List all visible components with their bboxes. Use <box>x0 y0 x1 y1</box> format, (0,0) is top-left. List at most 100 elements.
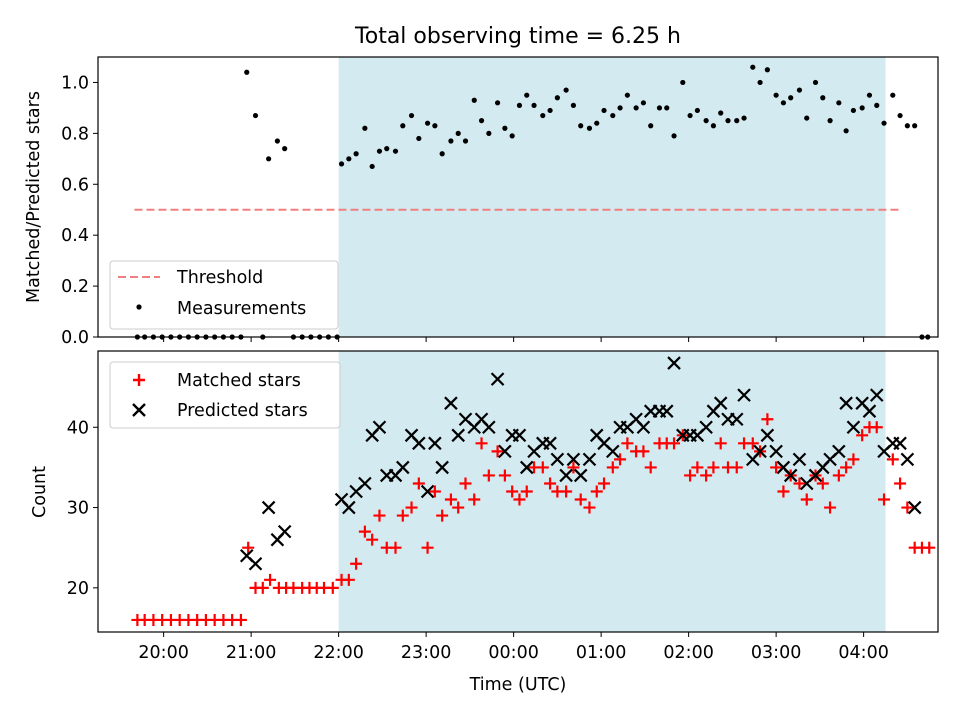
measurement-point <box>432 123 438 129</box>
measurement-point <box>455 130 461 136</box>
measurement-point <box>516 102 523 108</box>
measurement-point <box>362 125 368 131</box>
predicted-star-point <box>428 436 442 451</box>
predicted-star-point <box>769 444 783 459</box>
measurement-point <box>750 64 756 70</box>
measurement-point <box>502 125 508 131</box>
matched-star-point <box>621 437 634 450</box>
top-plot-frame <box>97 56 939 338</box>
matched-star-point <box>342 573 355 586</box>
matched-star-point <box>421 541 434 554</box>
matched-star-point <box>358 525 371 538</box>
legend-threshold-label: Threshold <box>176 268 263 288</box>
measurement-point <box>266 156 272 162</box>
matched-star-point <box>793 477 806 490</box>
measurement-point <box>796 87 803 93</box>
bottom-y-axis-ticks: 20 30 40 <box>67 418 98 599</box>
measurement-point <box>820 95 826 101</box>
measurement-point <box>633 105 639 111</box>
measurement-point <box>843 128 849 134</box>
predicted-star-point <box>862 404 877 418</box>
legend-matched-swatch <box>133 374 145 386</box>
measurement-point <box>912 123 918 129</box>
measurement-point <box>554 95 560 101</box>
measurement-point <box>617 105 623 111</box>
measurement-point <box>601 107 607 114</box>
measurement-point <box>680 79 686 86</box>
predicted-star-point <box>444 396 458 410</box>
x-tick-label: 21:00 <box>226 643 276 663</box>
chart-title: Total observing time = 6.25 h <box>354 24 681 49</box>
measurement-point <box>874 102 880 108</box>
predicted-star-point <box>699 420 713 435</box>
bottom-y-tick-label: 30 <box>67 499 89 519</box>
predicted-star-point <box>372 420 387 435</box>
matched-star-point <box>816 477 829 490</box>
matched-star-point <box>498 469 511 482</box>
matched-star-point <box>396 509 409 522</box>
top-y-tick-label: 0.4 <box>61 226 89 246</box>
matched-star-point <box>389 541 402 554</box>
predicted-star-point <box>846 420 861 435</box>
measurement-point <box>881 120 887 126</box>
matched-star-point <box>412 477 425 490</box>
matched-star-point <box>475 437 488 450</box>
matched-star-point <box>730 461 743 474</box>
top-y-tick-label: 0.0 <box>61 328 89 348</box>
measurement-point <box>547 107 553 114</box>
matched-star-point <box>707 461 720 474</box>
predicted-star-point <box>907 500 922 515</box>
matched-star-point <box>520 485 533 498</box>
matched-star-point <box>746 437 759 450</box>
measurement-point <box>439 151 445 157</box>
matched-star-point <box>373 509 386 522</box>
matched-star-point <box>606 461 619 474</box>
matched-star-point <box>644 461 657 474</box>
predicted-star-point <box>498 444 512 459</box>
observing-span-top <box>338 57 886 337</box>
predicted-star-point <box>606 444 620 459</box>
measurement-point <box>486 130 492 136</box>
matched-star-point <box>405 501 418 514</box>
predicted-star-point <box>573 468 588 483</box>
top-y-tick-label: 0.8 <box>61 124 89 144</box>
matched-star-point <box>256 581 269 594</box>
predicted-star-point <box>451 428 465 443</box>
predicted-star-point <box>396 460 410 475</box>
bottom-legend: Matched stars Predicted stars <box>109 361 341 429</box>
bottom-x-axis-ticks: 20:00 21:00 22:00 23:00 00:00 01:00 02:00 03:00… <box>138 632 889 663</box>
matched-star-point <box>468 493 481 506</box>
top-y-axis-label: Matched/Predicted stars <box>24 91 44 303</box>
legend-predicted-swatch <box>132 403 146 417</box>
matched-star-point <box>436 509 449 522</box>
matched-star-point <box>800 493 813 506</box>
measurement-point <box>369 163 375 170</box>
predicted-star-point <box>900 452 915 467</box>
predicted-star-point <box>893 436 907 451</box>
x-tick-label: 01:00 <box>576 643 626 663</box>
predicted-star-point <box>667 356 681 370</box>
measurement-point <box>850 107 857 114</box>
matched-star-point <box>264 573 277 586</box>
matched-star-point <box>878 493 891 506</box>
predicted-star-point <box>582 452 597 467</box>
predicted-star-point <box>248 556 263 571</box>
predicted-star-point <box>519 460 534 475</box>
bottom-y-tick-label: 40 <box>67 418 89 438</box>
matched-star-point <box>840 461 853 474</box>
matched-star-point <box>714 437 727 450</box>
matched-star-point <box>326 581 339 594</box>
matched-star-point <box>234 613 247 626</box>
matched-star-point <box>491 445 504 458</box>
measurement-point <box>897 112 903 119</box>
x-tick-label: 03:00 <box>751 643 801 663</box>
predicted-star-point <box>342 500 356 515</box>
measurement-point <box>764 67 770 73</box>
matched-star-point <box>574 493 587 506</box>
x-tick-label: 02:00 <box>663 643 713 663</box>
matched-star-point <box>567 461 580 474</box>
matched-star-point <box>700 469 713 482</box>
top-legend-box <box>109 260 339 330</box>
measurement-point <box>346 156 352 162</box>
